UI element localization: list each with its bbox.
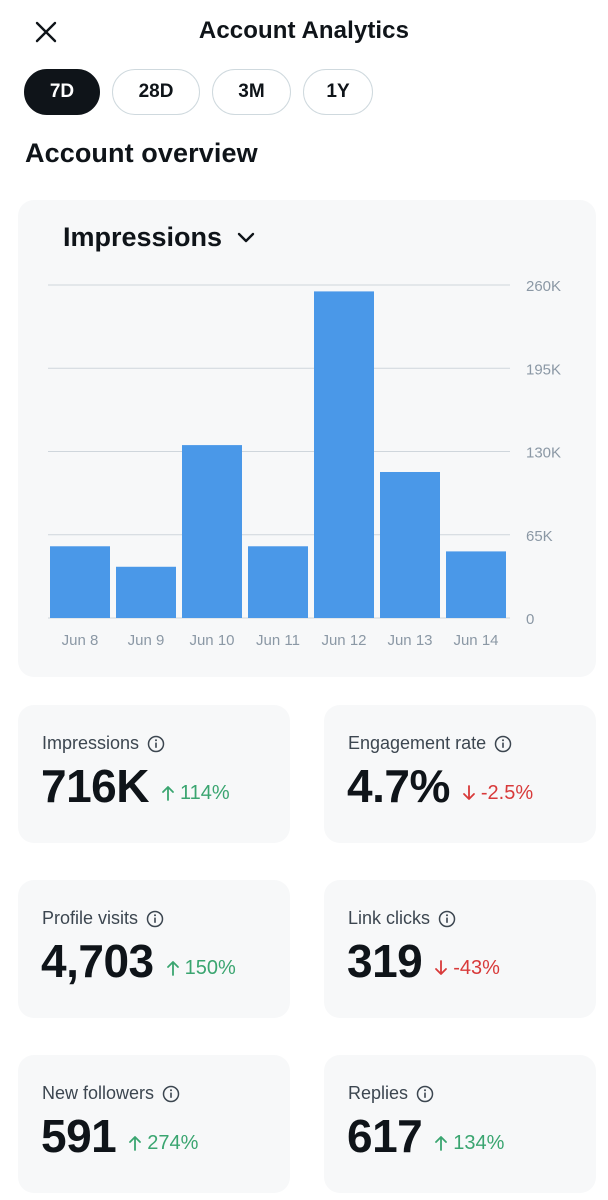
x-tick-label: Jun 8 (62, 632, 99, 649)
x-tick-label: Jun 10 (189, 632, 234, 649)
stat-card-engagement-rate[interactable]: Engagement rate 4.7% -2.5% (324, 705, 596, 843)
info-icon[interactable] (494, 735, 512, 753)
stat-change-value: -2.5% (480, 781, 534, 804)
y-tick-label: 130K (526, 445, 561, 462)
stat-label-row: Replies (348, 1083, 434, 1104)
y-tick-label: 65K (526, 528, 553, 545)
tab-3m[interactable]: 3M (212, 69, 291, 115)
impressions-chart-card: 0 65K 130K 195K 260K Jun 8 Jun 9 Jun 10 Jun 11 Ju… (18, 200, 596, 677)
x-tick-label: Jun 13 (387, 632, 432, 649)
stat-change: -43% (434, 957, 500, 980)
page-title: Account Analytics (198, 17, 410, 44)
info-icon[interactable] (146, 910, 164, 928)
info-icon[interactable] (416, 1085, 434, 1103)
stat-label-row: Impressions (42, 733, 165, 754)
arrow-up-icon (434, 1134, 448, 1152)
chevron-down-icon (237, 232, 255, 242)
tab-28d[interactable]: 28D (112, 69, 200, 115)
stat-change: -2.5% (462, 782, 533, 805)
bar-jun-8[interactable] (50, 546, 110, 618)
stat-change: 134% (434, 1132, 504, 1155)
y-tick-label: 0 (526, 611, 534, 628)
metric-dropdown[interactable]: Impressions (63, 222, 256, 253)
stat-card-replies[interactable]: Replies 617 134% (324, 1055, 596, 1193)
stat-change-value: 114% (179, 781, 230, 804)
stat-value-row: 716K 114% (41, 759, 230, 813)
stat-change-value: 150% (184, 956, 236, 979)
tab-1y[interactable]: 1Y (303, 69, 373, 115)
arrow-down-icon (434, 959, 448, 977)
x-tick-label: Jun 11 (256, 632, 300, 649)
y-tick-label: 195K (526, 361, 561, 378)
section-title: Account overview (25, 138, 258, 168)
stat-value-row: 617 134% (347, 1109, 504, 1163)
arrow-up-icon (161, 784, 175, 802)
bar-jun-11[interactable] (248, 546, 308, 618)
stat-card-new-followers[interactable]: New followers 591 274% (18, 1055, 290, 1193)
stat-value: 591 (41, 1110, 117, 1162)
bar-jun-13[interactable] (380, 471, 440, 618)
stat-label-row: Link clicks (348, 908, 456, 929)
arrow-down-icon (462, 784, 476, 802)
stat-value: 319 (347, 935, 423, 987)
stat-value-row: 4.7% -2.5% (347, 759, 533, 813)
x-tick-label: Jun 9 (128, 632, 165, 649)
stat-change: 274% (128, 1132, 198, 1155)
stat-label: Profile visits (42, 908, 139, 928)
impressions-bar-chart: 0 65K 130K 195K 260K Jun 8 Jun 9 Jun 10 Jun 11 Ju… (48, 278, 561, 649)
metric-dropdown-label: Impressions (63, 222, 223, 252)
stat-change-value: 274% (147, 1131, 199, 1154)
bar-jun-14[interactable] (446, 551, 506, 618)
stat-value: 617 (347, 1110, 423, 1162)
stat-card-profile-visits[interactable]: Profile visits 4,703 150% (18, 880, 290, 1018)
stat-label-row: Profile visits (42, 908, 164, 929)
bar-jun-10[interactable] (182, 445, 242, 618)
stat-label: Impressions (42, 733, 140, 753)
stat-value: 4,703 (41, 935, 154, 987)
bar-jun-9[interactable] (116, 566, 176, 618)
bar-jun-12[interactable] (314, 291, 374, 618)
stat-value: 716K (41, 760, 149, 812)
stat-card-link-clicks[interactable]: Link clicks 319 -43% (324, 880, 596, 1018)
stat-label: Engagement rate (348, 733, 487, 753)
info-icon[interactable] (438, 910, 456, 928)
stat-change: 150% (166, 957, 236, 980)
stat-value: 4.7% (347, 760, 450, 812)
stat-label-row: Engagement rate (348, 733, 512, 754)
stat-value-row: 319 -43% (347, 934, 500, 988)
stat-change-value: -43% (453, 956, 500, 979)
tab-7d[interactable]: 7D (24, 69, 100, 115)
arrow-up-icon (128, 1134, 142, 1152)
info-icon[interactable] (147, 735, 165, 753)
close-button[interactable] (28, 14, 64, 50)
info-icon[interactable] (162, 1085, 180, 1103)
stat-card-impressions[interactable]: Impressions 716K 114% (18, 705, 290, 843)
stat-value-row: 4,703 150% (41, 934, 236, 988)
stat-label-row: New followers (42, 1083, 180, 1104)
stat-change-value: 134% (453, 1131, 505, 1154)
close-icon (35, 21, 57, 43)
stat-label: Link clicks (348, 908, 431, 928)
x-tick-label: Jun 14 (453, 632, 498, 649)
stat-label: Replies (348, 1083, 409, 1103)
x-tick-label: Jun 12 (321, 632, 366, 649)
header: Account Analytics (0, 0, 608, 64)
stat-change: 114% (161, 782, 230, 805)
stat-value-row: 591 274% (41, 1109, 198, 1163)
period-tabs: 7D 28D 3M 1Y (24, 69, 373, 115)
y-tick-label: 260K (526, 278, 561, 295)
stat-label: New followers (42, 1083, 155, 1103)
arrow-up-icon (166, 959, 180, 977)
